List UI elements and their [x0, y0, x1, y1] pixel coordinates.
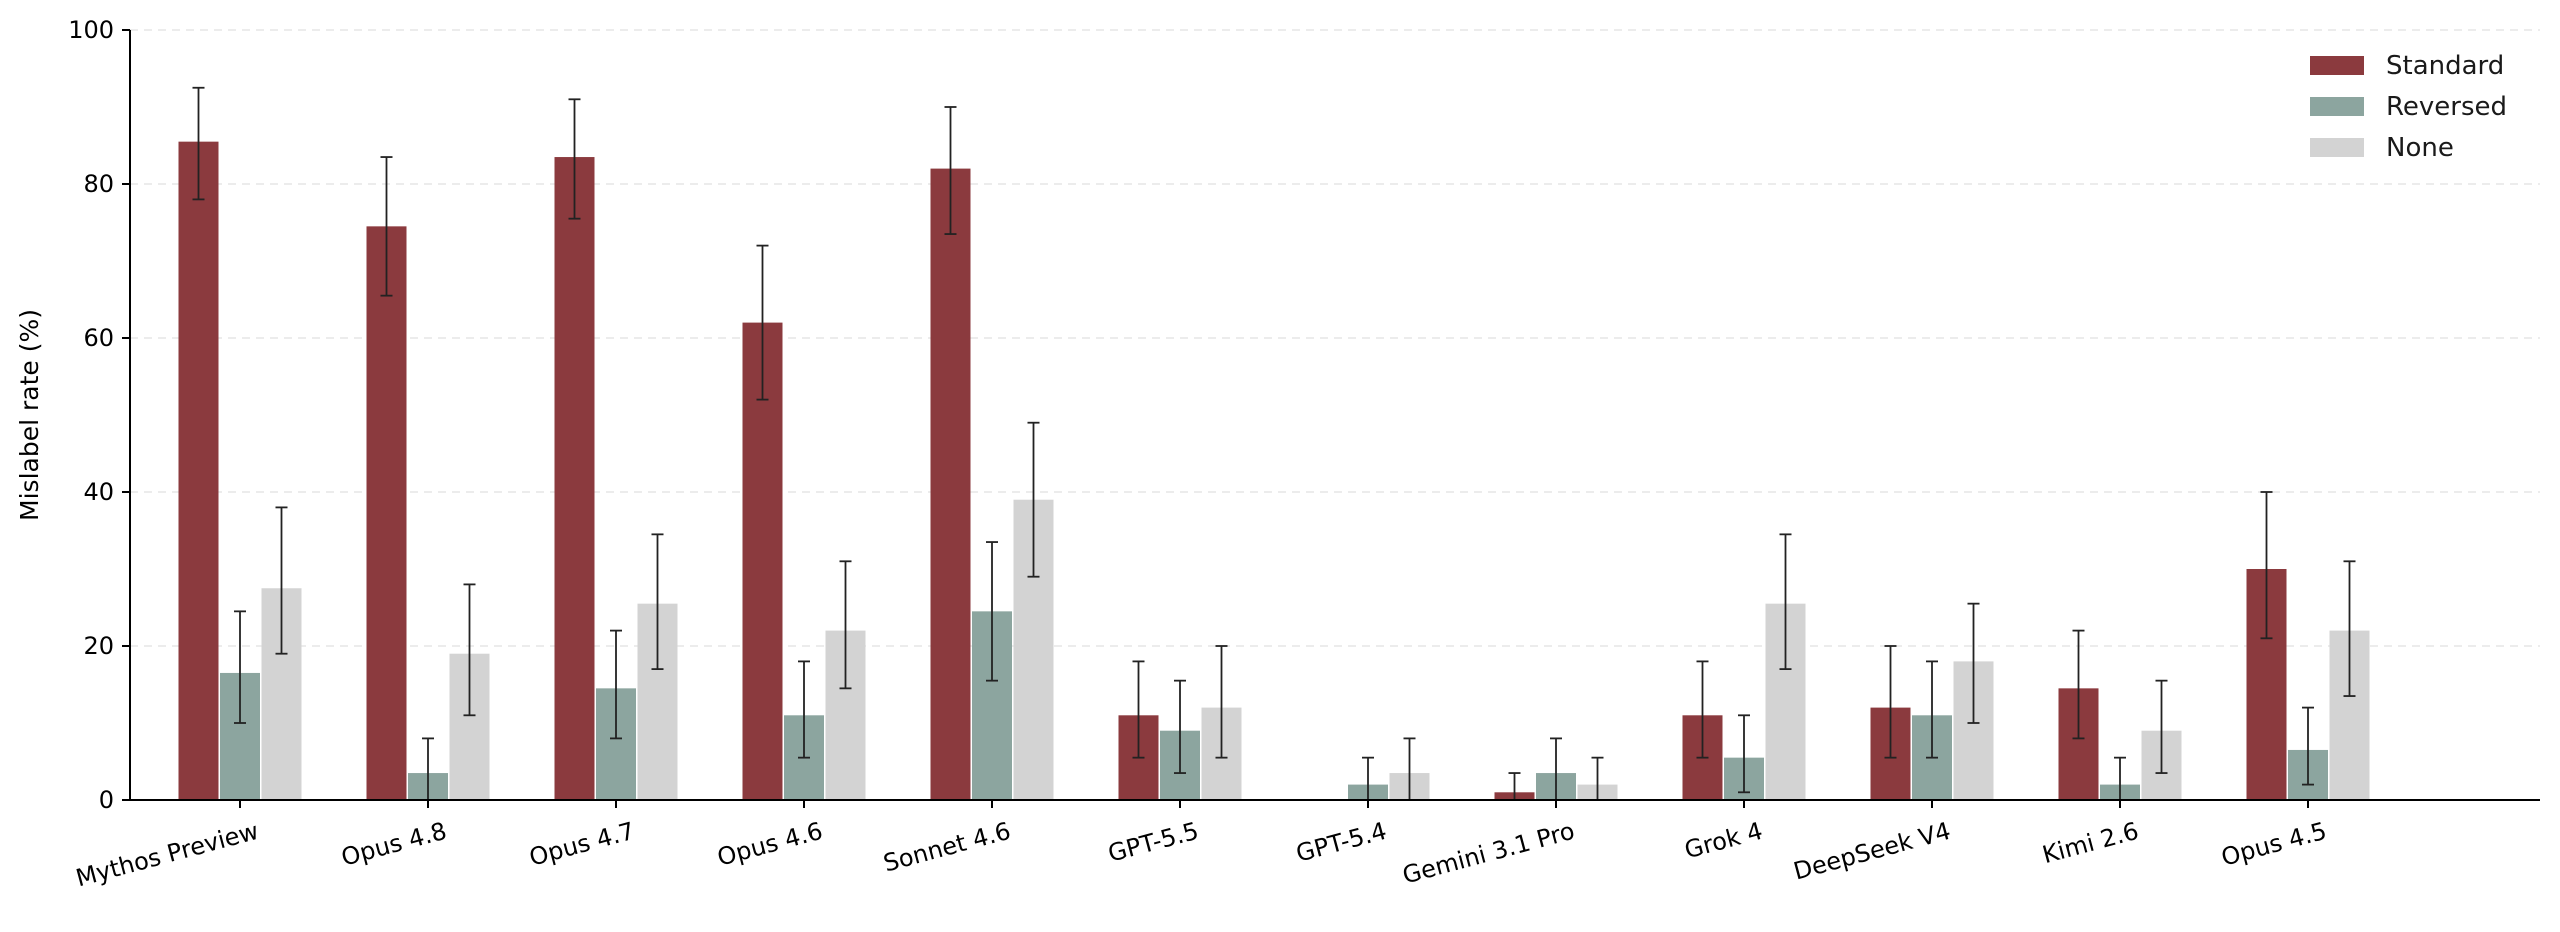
bar-standard-3	[554, 157, 595, 801]
error-bar-none-2	[463, 583, 476, 717]
error-bar-none-4	[839, 560, 852, 690]
legend-item-none: None	[2310, 133, 2454, 163]
y-tick-label: 20	[83, 632, 114, 660]
x-tick-label: Opus 4.5	[2218, 817, 2329, 872]
y-tick-label: 100	[68, 16, 114, 44]
bar-standard-1	[178, 141, 219, 800]
error-bar-standard-11	[2072, 629, 2085, 740]
error-bar-reversed-9	[1738, 714, 1750, 794]
x-ticks: Mythos Preview Opus 4.8 Opus 4.7 Opus 4.6 So…	[73, 800, 2330, 892]
error-bar-standard-6	[1132, 660, 1145, 759]
legend: Standard Reversed None	[2310, 51, 2507, 163]
error-bars-layer	[192, 86, 2356, 801]
error-bar-reversed-3	[610, 629, 622, 740]
error-bar-none-9	[1779, 533, 1792, 670]
error-bar-none-6	[1215, 645, 1228, 759]
error-bar-standard-2	[380, 156, 393, 297]
error-bar-reversed-5	[986, 541, 998, 682]
bars-layer	[178, 141, 2370, 801]
legend-label: Standard	[2386, 51, 2504, 81]
bar-standard-4	[742, 322, 783, 800]
legend-swatch	[2310, 97, 2364, 116]
legend-item-reversed: Reversed	[2310, 92, 2507, 122]
error-bar-standard-3	[568, 98, 581, 220]
y-tick-label: 80	[83, 170, 114, 198]
legend-label: Reversed	[2386, 92, 2507, 122]
error-bar-standard-1	[192, 86, 205, 201]
error-bar-reversed-4	[798, 660, 810, 759]
error-bar-standard-4	[756, 244, 769, 401]
error-bar-none-11	[2155, 679, 2168, 774]
error-bar-reversed-12	[2302, 706, 2314, 786]
error-bar-none-5	[1027, 421, 1040, 578]
error-bar-none-3	[651, 533, 664, 670]
y-tick-label: 40	[83, 478, 114, 506]
error-bar-reversed-10	[1926, 660, 1938, 759]
x-tick-label: Opus 4.7	[526, 817, 637, 872]
x-tick-label: Opus 4.8	[338, 817, 449, 872]
legend-swatch	[2310, 138, 2364, 157]
bar-standard-2	[366, 226, 407, 801]
x-tick-label: Gemini 3.1 Pro	[1400, 817, 1578, 890]
error-bar-reversed-1	[234, 610, 246, 724]
error-bar-none-1	[275, 506, 288, 655]
error-bar-reversed-6	[1174, 679, 1186, 774]
error-bar-standard-9	[1696, 660, 1709, 759]
error-bar-standard-12	[2260, 491, 2273, 640]
y-tick-label: 0	[99, 786, 114, 814]
x-tick-label: Sonnet 4.6	[880, 817, 1013, 878]
error-bar-none-12	[2343, 560, 2356, 697]
x-tick-label: Mythos Preview	[73, 817, 262, 893]
y-axis-label: Mislabel rate (%)	[15, 309, 44, 521]
x-tick-label: DeepSeek V4	[1791, 817, 1954, 886]
bar-standard-5	[930, 168, 971, 801]
legend-item-standard: Standard	[2310, 51, 2504, 81]
error-bar-standard-10	[1884, 645, 1897, 759]
x-tick-label: GPT-5.4	[1293, 817, 1389, 868]
x-tick-label: Grok 4	[1682, 817, 1766, 865]
error-bar-standard-5	[944, 106, 957, 235]
x-tick-label: Opus 4.6	[714, 817, 825, 872]
legend-swatch	[2310, 56, 2364, 75]
x-tick-label: GPT-5.5	[1105, 817, 1201, 868]
error-bar-none-10	[1967, 602, 1980, 724]
axes-layer	[129, 30, 2540, 801]
legend-label: None	[2386, 133, 2454, 163]
grid-layer	[130, 29, 2540, 647]
y-tick-label: 60	[83, 324, 114, 352]
x-tick-label: Kimi 2.6	[2039, 817, 2141, 869]
y-ticks: 0 20 40 60 80 100	[68, 16, 130, 814]
